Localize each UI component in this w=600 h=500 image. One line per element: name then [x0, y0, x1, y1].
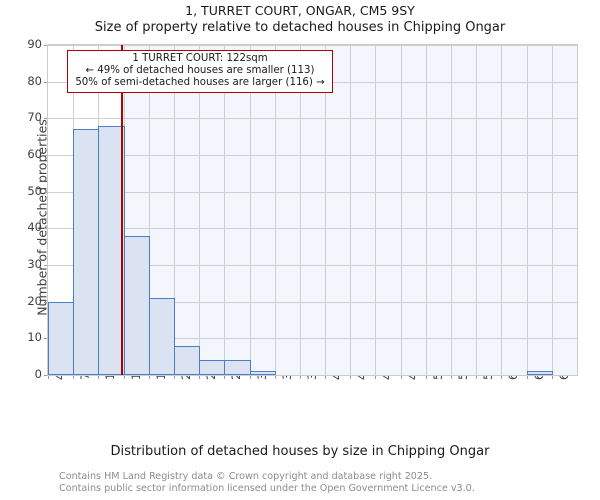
gridline-vertical [174, 45, 175, 375]
y-axis-tick-mark [43, 301, 47, 303]
annotation-line-1: 1 TURRET COURT: 122sqm [132, 53, 268, 64]
x-axis-tick-mark [148, 375, 150, 379]
x-axis-tick-mark [98, 375, 100, 379]
y-axis-tick-mark [43, 265, 47, 266]
gridline-vertical [401, 45, 402, 375]
gridline-vertical [350, 45, 351, 375]
y-axis-tick-mark [43, 118, 47, 120]
histogram-bar [249, 371, 276, 375]
gridline-horizontal [48, 338, 577, 340]
gridline-vertical [275, 45, 276, 375]
x-axis-tick-mark [501, 375, 503, 379]
gridline-horizontal [48, 375, 577, 376]
y-axis-tick-label: 40 [27, 220, 42, 235]
y-axis-tick-mark [43, 228, 47, 230]
y-axis-tick-mark [43, 155, 47, 156]
gridline-vertical [552, 45, 553, 375]
property-size-marker-line [121, 45, 123, 375]
chart-title-secondary: Size of property relative to detached ho… [94, 20, 506, 35]
gridline-vertical [501, 45, 502, 375]
histogram-bar [526, 371, 553, 375]
gridline-horizontal [48, 228, 577, 230]
x-axis-tick-mark [400, 375, 402, 379]
x-axis-tick-mark [451, 375, 453, 379]
histogram-bar [199, 360, 226, 375]
x-axis-tick-mark [48, 375, 49, 379]
histogram-bar [48, 301, 75, 375]
histogram-bar [173, 345, 201, 375]
y-axis-tick-mark [43, 81, 47, 83]
y-axis-tick-label: 70 [27, 110, 42, 125]
x-axis-tick-mark [325, 375, 327, 379]
footer-line-2: Contains public sector information licen… [59, 483, 475, 495]
histogram-bar [148, 298, 175, 375]
gridline-vertical [199, 45, 200, 375]
x-axis-tick-mark [299, 375, 301, 379]
gridline-horizontal [48, 191, 577, 193]
attribution-footer: Contains HM Land Registry data © Crown c… [59, 471, 475, 496]
gridline-horizontal [48, 118, 577, 120]
y-axis-tick-label: 0 [34, 367, 42, 381]
y-axis-tick-mark [43, 375, 47, 376]
gridline-horizontal [48, 45, 577, 46]
gridline-horizontal [48, 265, 577, 266]
gridline-horizontal [48, 155, 577, 156]
gridline-vertical [250, 45, 251, 375]
y-axis-tick-label: 90 [27, 37, 42, 51]
x-axis-tick-mark [476, 375, 478, 379]
annotation-line-2: ← 49% of detached houses are smaller (11… [85, 65, 315, 77]
x-axis-tick-mark [199, 375, 201, 379]
x-axis-tick-mark [526, 375, 528, 379]
gridline-vertical [451, 45, 452, 375]
x-axis-tick-mark [425, 375, 427, 379]
y-axis-tick-label: 10 [27, 330, 42, 345]
x-axis-tick-mark [350, 375, 352, 379]
gridline-vertical [300, 45, 301, 375]
y-axis-tick-mark [43, 191, 47, 193]
gridline-vertical [426, 45, 427, 375]
y-axis-tick-mark [43, 45, 47, 46]
y-axis-tick-mark [43, 338, 47, 340]
gridline-vertical [375, 45, 376, 375]
x-axis-title: Distribution of detached houses by size … [110, 444, 490, 459]
gridline-horizontal [48, 301, 577, 303]
x-axis-tick-mark [249, 375, 251, 379]
gridline-vertical [325, 45, 326, 375]
gridline-vertical [149, 45, 150, 375]
x-axis-tick-mark [551, 375, 553, 379]
x-axis-tick-mark [173, 375, 175, 379]
gridline-vertical [224, 45, 225, 375]
histogram-bar [224, 360, 251, 375]
chart-title-primary: 1, TURRET COURT, ONGAR, CM5 9SY [185, 3, 415, 18]
x-axis-tick-mark [123, 375, 125, 379]
plot-area [47, 44, 578, 376]
gridline-vertical [527, 45, 528, 375]
y-axis-tick-label: 20 [27, 293, 42, 308]
y-axis-tick-label: 60 [27, 147, 42, 161]
gridline-vertical [476, 45, 477, 375]
x-axis-tick-mark [274, 375, 276, 379]
footer-line-1: Contains HM Land Registry data © Crown c… [59, 471, 433, 482]
x-axis-tick-mark [73, 375, 75, 379]
x-axis-tick-mark [375, 375, 377, 379]
histogram-bar [73, 129, 100, 375]
y-axis-tick-label: 80 [27, 73, 42, 88]
x-axis-tick-mark [224, 375, 226, 379]
histogram-bar [123, 235, 150, 375]
annotation-line-3: 50% of semi-detached houses are larger (… [75, 77, 325, 89]
property-annotation-box: 1 TURRET COURT: 122sqm ← 49% of detached… [67, 50, 333, 94]
y-axis-tick-label: 30 [27, 257, 42, 271]
right-shaded-region [121, 45, 577, 375]
y-axis-tick-label: 50 [27, 183, 42, 198]
